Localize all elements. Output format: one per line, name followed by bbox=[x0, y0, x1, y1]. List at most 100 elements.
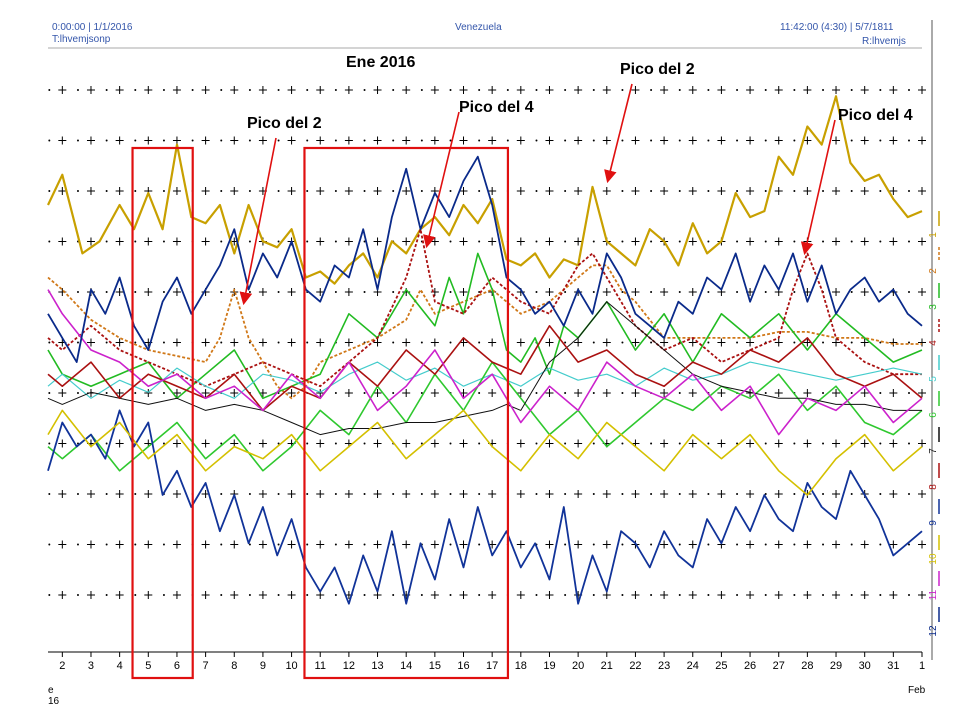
grid-plus bbox=[774, 389, 783, 397]
grid-plus bbox=[803, 86, 812, 94]
annotation-arrow bbox=[239, 137, 277, 306]
grid-plus bbox=[201, 389, 210, 397]
grid-plus bbox=[860, 136, 869, 145]
grid-plus bbox=[344, 187, 353, 195]
grid-plus bbox=[201, 338, 210, 347]
grid-dot bbox=[592, 291, 595, 293]
grid-dot bbox=[650, 190, 653, 192]
grid-dot bbox=[334, 493, 337, 495]
grid-plus bbox=[230, 591, 239, 599]
grid-dot bbox=[105, 190, 108, 192]
grid-dot bbox=[220, 341, 223, 344]
grid-plus bbox=[58, 591, 67, 599]
grid-dot bbox=[621, 341, 624, 344]
grid-dot bbox=[363, 240, 366, 243]
grid-dot bbox=[48, 190, 51, 192]
grid-plus bbox=[574, 86, 583, 94]
grid-dot bbox=[564, 139, 567, 142]
grid-dot bbox=[764, 240, 767, 243]
grid-plus bbox=[172, 187, 181, 195]
x-tick-label: 4 bbox=[117, 660, 123, 672]
grid-dot bbox=[879, 240, 882, 243]
grid-dot bbox=[707, 341, 710, 344]
grid-plus bbox=[774, 490, 783, 498]
grid-dot bbox=[564, 442, 567, 445]
grid-dot bbox=[48, 341, 51, 344]
grid-dot bbox=[334, 442, 337, 445]
grid-plus bbox=[688, 490, 697, 498]
grid-dot bbox=[449, 341, 452, 344]
grid-dot bbox=[392, 594, 395, 596]
grid-plus bbox=[918, 439, 926, 448]
grid-dot bbox=[822, 594, 825, 596]
grid-plus bbox=[258, 439, 267, 448]
grid-dot bbox=[564, 190, 567, 192]
grid-dot bbox=[363, 89, 366, 91]
x-tick-label: 27 bbox=[773, 660, 785, 672]
grid-dot bbox=[449, 493, 452, 495]
grid-dot bbox=[793, 442, 796, 445]
grid-dot bbox=[105, 493, 108, 495]
grid-plus bbox=[373, 540, 382, 549]
grid-dot bbox=[535, 594, 538, 596]
grid-plus bbox=[201, 540, 210, 549]
x-tick-label: 21 bbox=[601, 660, 613, 672]
grid-plus bbox=[144, 288, 153, 296]
grid-plus bbox=[287, 591, 296, 599]
grid-plus bbox=[86, 490, 95, 498]
x-tick-label: 31 bbox=[887, 660, 899, 672]
grid-plus bbox=[803, 591, 812, 599]
grid-plus bbox=[230, 540, 239, 549]
grid-plus bbox=[115, 136, 124, 145]
grid-dot bbox=[420, 89, 423, 91]
grid-plus bbox=[172, 389, 181, 397]
grid-dot bbox=[420, 341, 423, 344]
grid-plus bbox=[832, 490, 841, 498]
x-tick-label: 23 bbox=[658, 660, 670, 672]
grid-dot bbox=[764, 493, 767, 495]
grid-plus bbox=[86, 187, 95, 195]
grid-dot bbox=[879, 392, 882, 394]
grid-dot bbox=[392, 341, 395, 344]
grid-dot bbox=[678, 139, 681, 142]
grid-dot bbox=[48, 594, 51, 596]
grid-dot bbox=[764, 543, 767, 546]
grid-plus bbox=[172, 288, 181, 296]
grid-dot bbox=[592, 543, 595, 546]
grid-dot bbox=[363, 493, 366, 495]
grid-dot bbox=[621, 594, 624, 596]
grid-dot bbox=[736, 190, 739, 192]
x-tick-label: 12 bbox=[343, 660, 355, 672]
grid-plus bbox=[230, 187, 239, 195]
grid-plus bbox=[402, 338, 411, 347]
grid-plus bbox=[58, 86, 67, 94]
x-end-label: Feb bbox=[908, 685, 926, 696]
x-tick-label: 26 bbox=[744, 660, 756, 672]
grid-dot bbox=[306, 190, 309, 192]
grid-dot bbox=[134, 392, 137, 394]
grid-dot bbox=[736, 341, 739, 344]
grid-plus bbox=[230, 389, 239, 397]
grid-plus bbox=[258, 490, 267, 498]
grid-plus bbox=[889, 136, 898, 145]
grid-plus bbox=[316, 540, 325, 549]
grid-plus bbox=[316, 490, 325, 498]
grid-plus bbox=[459, 187, 468, 195]
grid-dot bbox=[48, 139, 51, 142]
grid-plus bbox=[860, 389, 869, 397]
grid-dot bbox=[248, 89, 251, 91]
grid-dot bbox=[363, 543, 366, 546]
grid-plus bbox=[201, 136, 210, 145]
grid-dot bbox=[621, 190, 624, 192]
grid-plus bbox=[373, 187, 382, 195]
grid-dot bbox=[850, 291, 853, 293]
grid-plus bbox=[201, 439, 210, 448]
highlight-box-days-11-17 bbox=[303, 146, 510, 680]
annotation-label: Pico del 4 bbox=[459, 99, 534, 116]
chart-title: Ene 2016 bbox=[346, 54, 415, 71]
grid-dot bbox=[879, 190, 882, 192]
grid-dot bbox=[621, 89, 624, 91]
grid-dot bbox=[76, 543, 79, 546]
grid-dot bbox=[277, 240, 280, 243]
annotation-arrow bbox=[604, 83, 633, 184]
